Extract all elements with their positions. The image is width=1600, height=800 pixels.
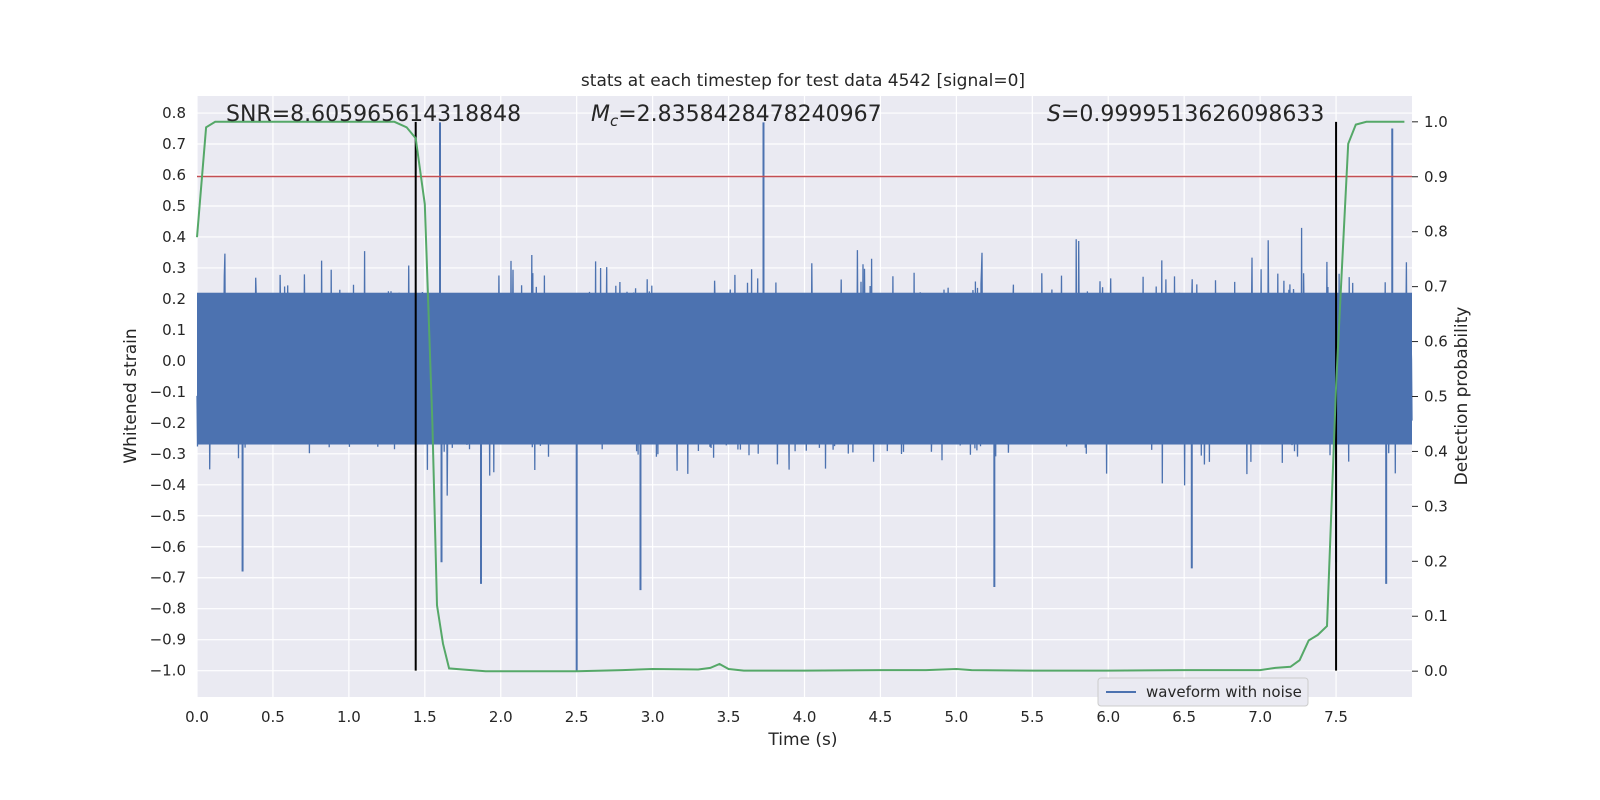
y-tick-label: 0.6 (162, 166, 186, 184)
y-tick-label: −1.0 (150, 662, 186, 680)
y-right-tick-label: 0.7 (1424, 278, 1448, 296)
y-tick-label: 0.3 (162, 259, 186, 277)
detection-probability-line (196, 120, 1405, 673)
y-axis-label: Whitened strain (121, 328, 141, 463)
score-value: =0.9999513626098633 (1061, 102, 1324, 127)
x-tick-label: 0.5 (261, 708, 285, 726)
y-axis-ticks: 0.8 0.7 0.6 0.5 0.4 0.3 0.2 0.1 0.0 −0.1 −0.2 −0.3 −… (150, 104, 186, 680)
snr-annotation: SNR=8.605965614318848 (226, 102, 521, 127)
x-axis-label: Time (s) (767, 730, 837, 750)
y-tick-label: 0.2 (162, 290, 186, 308)
y-right-tick-label: 0.8 (1424, 223, 1448, 241)
chirp-mass-symbol: M (591, 102, 610, 127)
y-tick-label: −0.2 (150, 414, 186, 432)
waveform-core-band (197, 292, 1412, 445)
y-tick-label: 0.5 (162, 197, 186, 215)
y-tick-label: 0.8 (162, 104, 186, 122)
x-tick-label: 6.5 (1172, 708, 1196, 726)
chirp-mass-value: =2.8358428478240967 (618, 102, 881, 127)
y-right-tick-label: 0.9 (1424, 168, 1448, 186)
x-tick-label: 3.0 (641, 708, 665, 726)
score-symbol: S (1047, 102, 1061, 127)
x-tick-label: 2.0 (489, 708, 513, 726)
y-right-tick-label: 0.2 (1424, 552, 1448, 570)
x-tick-label: 1.5 (413, 708, 437, 726)
y-tick-label: −0.1 (150, 383, 186, 401)
y-tick-label: 0.0 (162, 352, 186, 370)
x-tick-label: 3.5 (717, 708, 741, 726)
y-right-tick-label: 0.4 (1424, 442, 1448, 460)
x-tick-label: 4.0 (793, 708, 817, 726)
score-annotation: S=0.9999513626098633 (1047, 102, 1324, 127)
chirp-mass-subscript: c (610, 112, 619, 130)
x-tick-label: 2.5 (565, 708, 589, 726)
y-tick-label: 0.7 (162, 135, 186, 153)
chirp-mass-annotation: Mc=2.8358428478240967 (591, 102, 882, 130)
x-tick-label: 4.5 (869, 708, 893, 726)
y-tick-label: −0.5 (150, 507, 186, 525)
y-tick-label: 0.1 (162, 321, 186, 339)
y-right-tick-label: 0.5 (1424, 388, 1448, 406)
waveform-series (196, 122, 1413, 671)
y-tick-label: 0.4 (162, 228, 186, 246)
y-tick-label: −0.8 (150, 600, 186, 618)
x-tick-label: 6.0 (1096, 708, 1120, 726)
legend-label: waveform with noise (1146, 683, 1302, 701)
x-tick-label: 0.0 (185, 708, 209, 726)
y-tick-label: −0.9 (150, 631, 186, 649)
chart-title: stats at each timestep for test data 454… (581, 71, 1025, 91)
x-tick-label: 5.5 (1020, 708, 1044, 726)
x-tick-label: 1.0 (337, 708, 361, 726)
x-tick-label: 7.5 (1324, 708, 1348, 726)
y-tick-label: −0.3 (150, 445, 186, 463)
legend: waveform with noise (1097, 677, 1309, 707)
x-tick-label: 5.0 (944, 708, 968, 726)
x-tick-label: 7.0 (1248, 708, 1272, 726)
y-tick-label: −0.7 (150, 569, 186, 587)
y-right-tick-label: 1.0 (1424, 113, 1448, 131)
y-right-tick-label: 0.0 (1424, 662, 1448, 680)
plot-content (196, 120, 1413, 673)
legend-box (1097, 677, 1309, 707)
y-right-axis-ticks: 1.0 0.9 0.8 0.7 0.6 0.5 0.4 0.3 0.2 0.1 0.0 (1412, 113, 1448, 680)
y-right-tick-label: 0.1 (1424, 607, 1448, 625)
y-right-axis-label: Detection probability (1452, 307, 1472, 486)
y-tick-label: −0.6 (150, 538, 186, 556)
x-axis-ticks: 0.0 0.5 1.0 1.5 2.0 2.5 3.0 3.5 4.0 4.5 5.0 5.5 6.0 6… (185, 708, 1348, 726)
overlay-lines (196, 120, 1412, 673)
y-right-tick-label: 0.3 (1424, 497, 1448, 515)
y-tick-label: −0.4 (150, 476, 186, 494)
y-right-tick-label: 0.6 (1424, 333, 1448, 351)
